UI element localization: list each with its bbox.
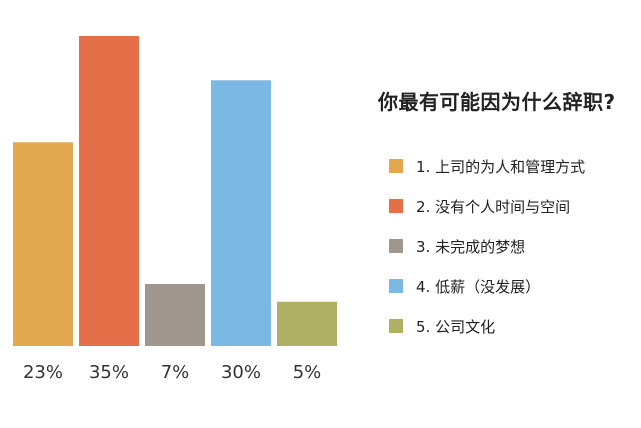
bar-4: [211, 80, 271, 347]
legend: 1. 上司的为人和管理方式 2. 没有个人时间与空间 3. 未完成的梦想 4. 低薪（…: [389, 146, 585, 346]
legend-item-3: 3. 未完成的梦想: [389, 226, 585, 266]
legend-item-2: 2. 没有个人时间与空间: [389, 186, 585, 226]
legend-item-5: 5. 公司文化: [389, 306, 585, 346]
bar-1: [13, 142, 73, 346]
legend-label-5: 5. 公司文化: [416, 317, 496, 336]
legend-swatch-3: [389, 239, 403, 253]
legend-swatch-1: [389, 159, 403, 173]
legend-item-1: 1. 上司的为人和管理方式: [389, 146, 585, 186]
bar-value-label-1: 23%: [23, 362, 63, 383]
legend-item-4: 4. 低薪（没发展）: [389, 266, 585, 306]
bar-value-label-3: 7%: [161, 362, 190, 383]
legend-label-3: 3. 未完成的梦想: [416, 237, 526, 256]
legend-swatch-4: [389, 279, 403, 293]
legend-label-1: 1. 上司的为人和管理方式: [416, 157, 586, 176]
legend-label-2: 2. 没有个人时间与空间: [416, 197, 571, 216]
bar-value-label-4: 30%: [221, 362, 261, 383]
legend-swatch-2: [389, 199, 403, 213]
bar-5: [277, 301, 337, 346]
bar-value-label-2: 35%: [89, 362, 129, 383]
bar-2: [79, 36, 139, 346]
chart-title: 你最有可能因为什么辞职?: [378, 90, 616, 114]
bar-3: [145, 284, 205, 346]
legend-swatch-5: [389, 319, 403, 333]
bar-value-label-5: 5%: [293, 362, 322, 383]
legend-label-4: 4. 低薪（没发展）: [416, 277, 541, 296]
